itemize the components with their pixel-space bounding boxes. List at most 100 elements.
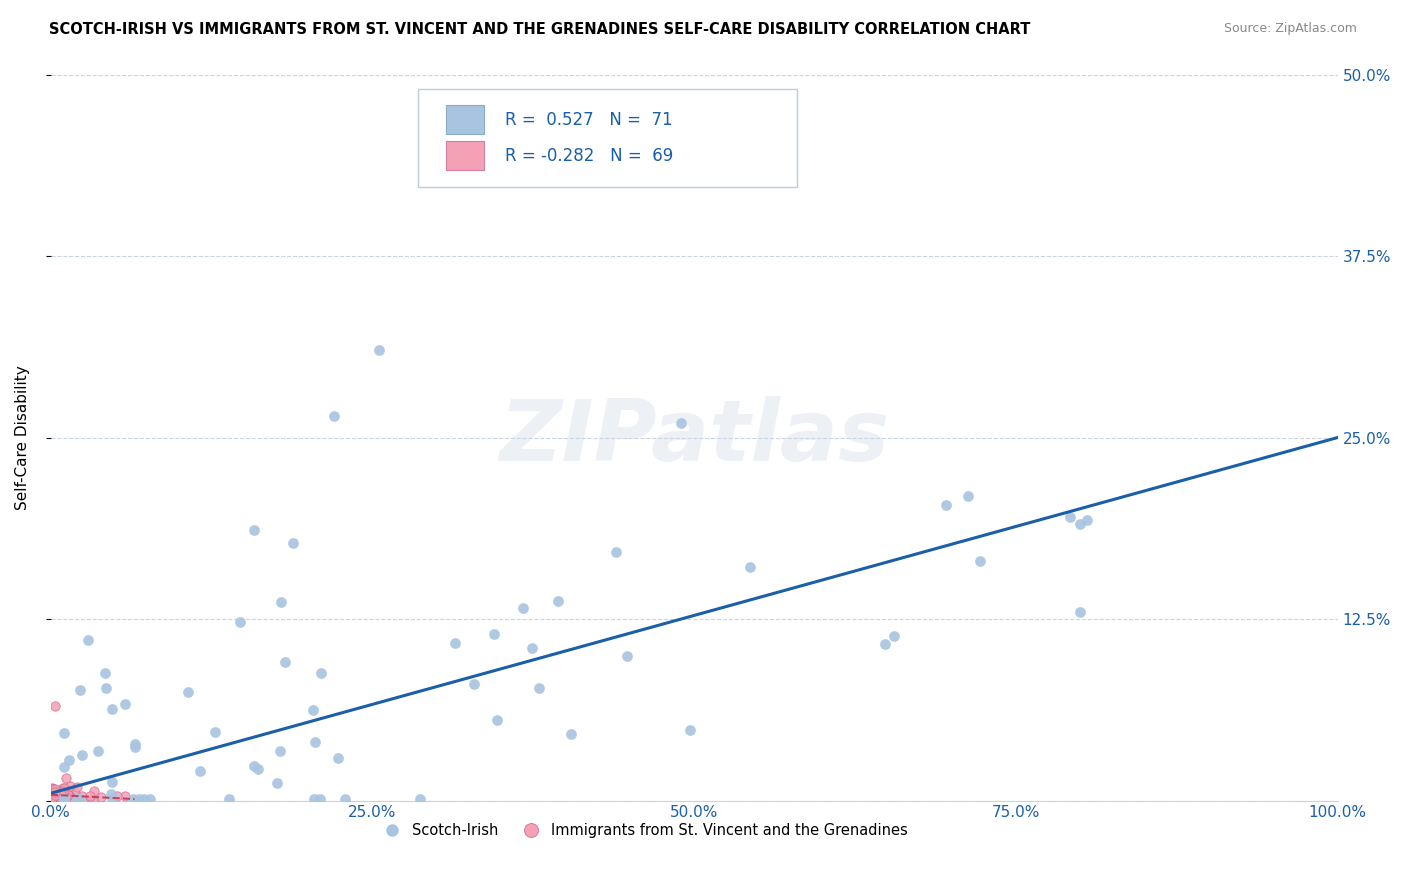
Point [274,655,297,669]
Point [56,789,79,803]
Point [246,762,269,776]
Point [512,600,534,615]
Point [100,787,122,801]
Point [204,725,226,739]
Point [229,615,252,629]
Point [52,792,75,806]
Point [484,627,506,641]
Point [44,699,66,714]
Bar [446,141,485,170]
Point [55,789,77,804]
Point [121,792,143,806]
Point [52,781,75,796]
Point [114,698,136,712]
Point [128,792,150,806]
Point [80,793,103,807]
Text: SCOTCH-IRISH VS IMMIGRANTS FROM ST. VINCENT AND THE GRENADINES SELF-CARE DISABIL: SCOTCH-IRISH VS IMMIGRANTS FROM ST. VINC… [49,22,1031,37]
Point [1076,513,1098,527]
Point [55,783,77,797]
Point [42,787,65,801]
Point [875,637,897,651]
Point [53,780,76,795]
Point [132,792,155,806]
Point [1059,509,1081,524]
Point [69,792,91,806]
Point [41,781,63,796]
Point [308,791,330,805]
Point [527,681,550,695]
Point [616,648,638,663]
Point [56,793,79,807]
Text: R = -0.282   N =  69: R = -0.282 N = 69 [505,147,673,165]
Point [52,726,75,740]
Point [48,791,70,805]
Point [444,636,467,650]
Point [177,685,200,699]
Point [101,792,124,806]
Point [45,790,67,805]
Point [935,498,957,512]
Point [46,793,69,807]
Point [671,416,693,430]
Point [44,786,66,800]
Point [883,630,905,644]
Point [333,792,356,806]
Point [52,788,75,802]
Point [55,784,77,798]
Point [51,793,73,807]
Point [304,735,326,749]
Point [738,560,761,574]
Point [956,489,979,503]
Point [323,409,346,423]
Point [105,789,128,803]
Point [48,789,70,803]
Text: R =  0.527   N =  71: R = 0.527 N = 71 [505,111,672,128]
FancyBboxPatch shape [418,89,797,187]
Point [66,780,89,794]
Point [520,641,543,656]
Point [486,713,509,727]
Text: Source: ZipAtlas.com: Source: ZipAtlas.com [1223,22,1357,36]
Point [58,791,80,805]
Point [42,782,65,797]
Point [94,665,117,680]
Point [679,723,702,738]
Point [44,782,66,797]
Point [79,789,101,804]
Point [547,594,569,608]
Legend: Scotch-Irish, Immigrants from St. Vincent and the Grenadines: Scotch-Irish, Immigrants from St. Vincen… [371,817,914,844]
Point [77,633,100,648]
Point [59,789,82,804]
Point [49,787,72,801]
Point [243,523,266,537]
Point [326,751,349,765]
Point [281,535,304,549]
Point [42,783,65,797]
Point [55,790,77,805]
Point [218,792,240,806]
Point [45,786,67,800]
Point [55,772,77,786]
Point [42,792,65,806]
Point [46,785,69,799]
Point [42,782,65,797]
Point [560,727,582,741]
Point [302,792,325,806]
Point [269,744,291,758]
Point [70,789,93,803]
Point [463,677,485,691]
Point [41,781,63,796]
Point [41,785,63,799]
Point [48,793,70,807]
Point [49,789,72,803]
Point [188,764,211,779]
Point [301,703,323,717]
Point [42,792,65,806]
Point [55,787,77,801]
Point [1069,605,1091,619]
Point [42,793,65,807]
Point [82,793,104,807]
Point [60,791,83,805]
Point [52,760,75,774]
Text: ZIPatlas: ZIPatlas [499,396,890,479]
